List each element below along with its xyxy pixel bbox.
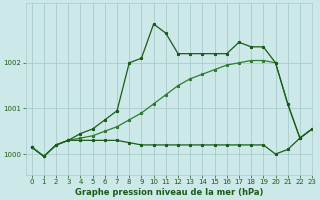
X-axis label: Graphe pression niveau de la mer (hPa): Graphe pression niveau de la mer (hPa) xyxy=(75,188,263,197)
